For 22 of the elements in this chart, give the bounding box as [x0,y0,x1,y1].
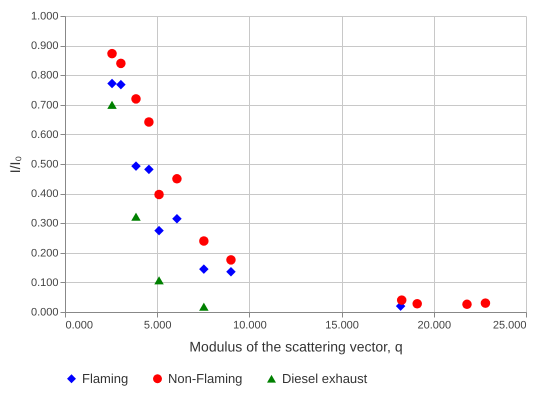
x-tick-label: 0.000 [66,320,94,332]
legend-label: Flaming [82,370,128,386]
x-tick-label: 15.000 [325,320,359,332]
x-tick-label: 5.000 [144,320,172,332]
y-tick-label: 0.600 [30,128,58,141]
y-tick-label: 1.000 [30,10,58,22]
y-tick-label: 0.200 [30,247,58,260]
x-tick-label: 25.000 [492,320,526,332]
x-axis-title: Modulus of the scattering vector, q [189,338,403,354]
x-tick-label: 20.000 [417,320,452,332]
y-tick-label: 0.100 [30,276,58,289]
y-tick-label: 0.700 [30,99,58,112]
legend-label: Diesel exhaust [282,370,368,386]
y-tick-label: 0.500 [30,158,58,170]
x-tick-label: 10.000 [233,320,267,332]
y-tick-label: 0.400 [30,188,58,200]
y-tick-label: 0.000 [30,306,58,318]
legend-label: Non-Flaming [168,370,242,386]
y-tick-label: 0.900 [30,40,58,52]
y-axis-title: I/I₀ [6,156,23,174]
y-tick-label: 0.800 [30,70,58,82]
y-tick-label: 0.300 [30,218,58,230]
